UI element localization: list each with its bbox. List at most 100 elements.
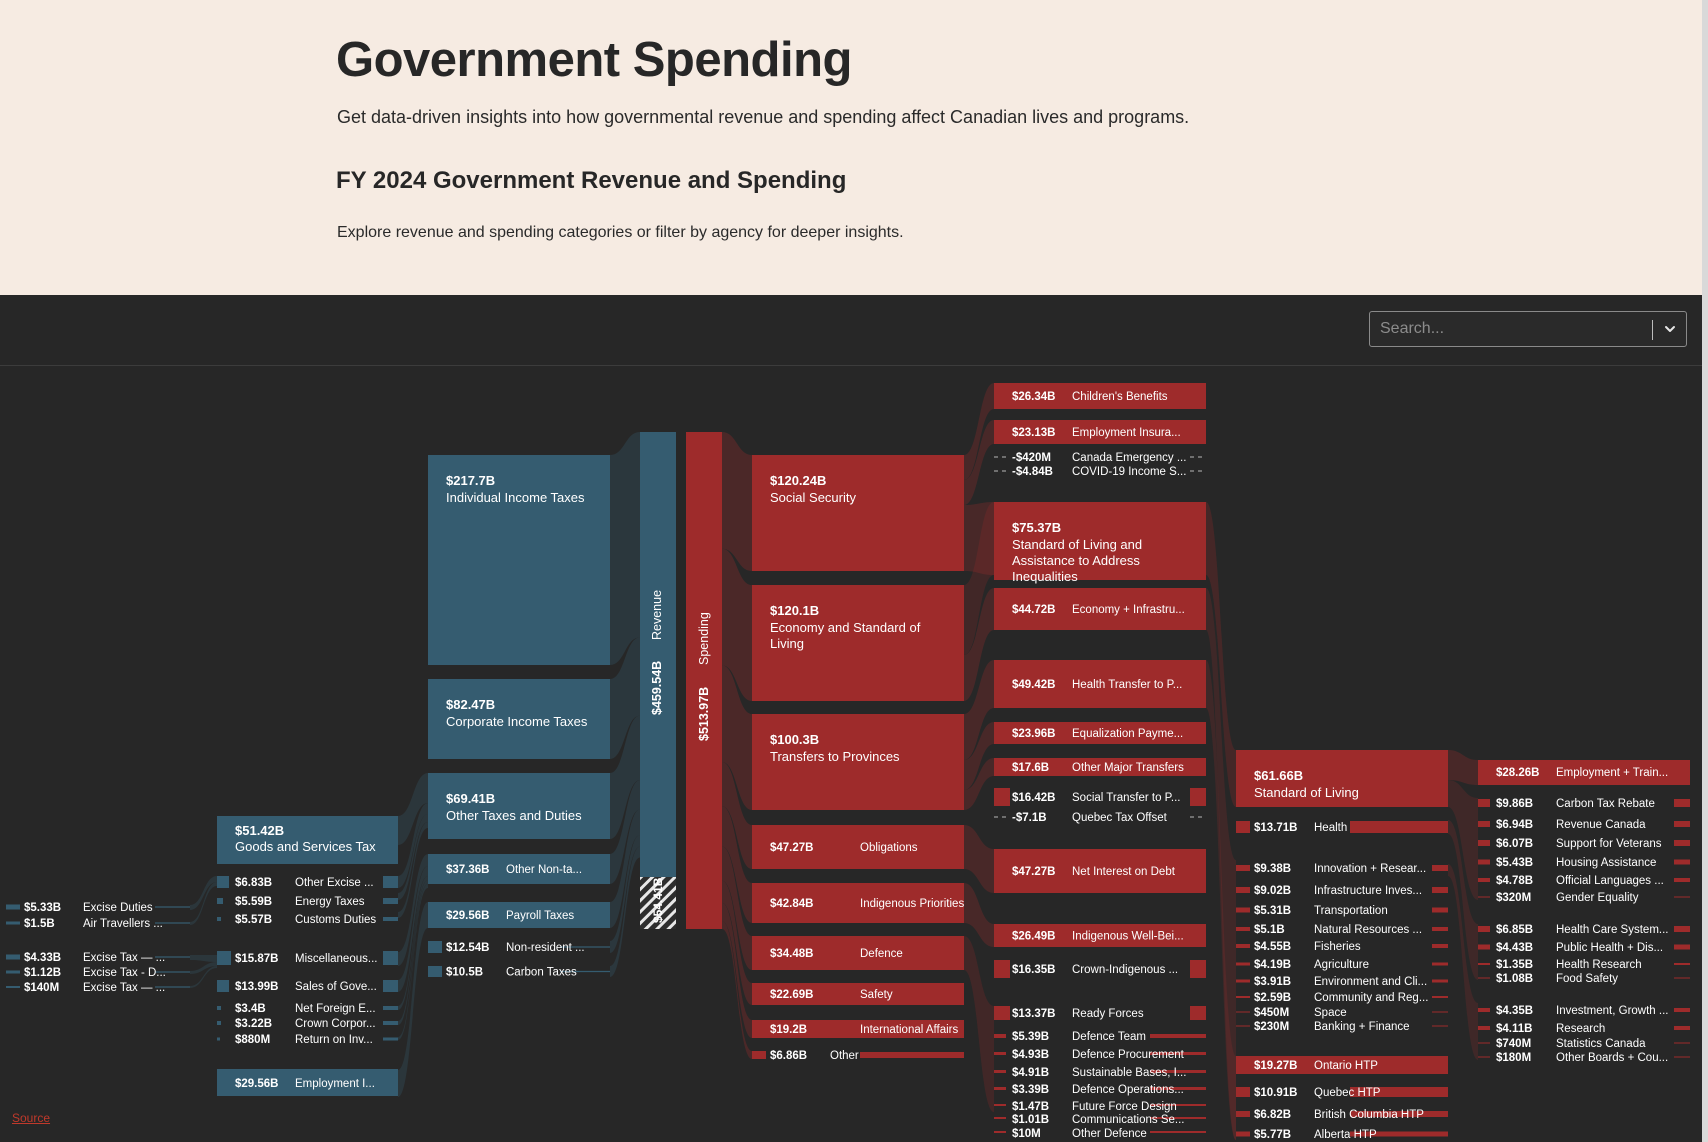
node-5-33b-excise-duties[interactable]: [6, 904, 20, 910]
node-health-care-system[interactable]: [1478, 926, 1490, 932]
node-future-force-design[interactable]: [994, 1104, 1006, 1106]
node-other[interactable]: [752, 1051, 766, 1059]
node-net-interest-on-debt[interactable]: [994, 849, 1206, 893]
node-1-5b-air-travellers[interactable]: [6, 921, 20, 925]
node-support-for-veterans[interactable]: [1478, 840, 1490, 846]
node-other-boards-cou[interactable]: [1478, 1056, 1490, 1058]
node-health[interactable]: [1236, 821, 1250, 833]
node-corporate-income-taxes[interactable]: [428, 679, 610, 759]
node-international-affairs[interactable]: [752, 1020, 964, 1038]
node-non-resident[interactable]: [428, 941, 442, 953]
node-natural-resources[interactable]: [1236, 927, 1250, 931]
node-alberta-htp[interactable]: [1236, 1131, 1250, 1137]
page-header: Government Spending Get data-driven insi…: [0, 0, 1702, 295]
node-1-12b-excise-tax-d[interactable]: [6, 970, 20, 974]
node-obligations[interactable]: [752, 825, 964, 869]
node-statistics-canada[interactable]: [1478, 1042, 1490, 1044]
node-customs-duties[interactable]: [217, 917, 221, 921]
node-other-taxes-and-duties[interactable]: [428, 773, 610, 839]
node-employment-train[interactable]: [1478, 760, 1690, 785]
node-communications-se[interactable]: [994, 1117, 1006, 1119]
node-agriculture[interactable]: [1236, 962, 1250, 966]
node-net-foreign-e-end: [383, 1006, 398, 1010]
node-economy-infrastru[interactable]: [994, 588, 1206, 630]
node-transportation[interactable]: [1236, 907, 1250, 913]
node-space[interactable]: [1236, 1011, 1250, 1013]
node-defence[interactable]: [752, 936, 964, 970]
node-other-excise[interactable]: [217, 876, 229, 888]
node-fisheries[interactable]: [1236, 944, 1250, 948]
node-gender-equality[interactable]: [1478, 896, 1490, 898]
node-food-safety[interactable]: [1478, 977, 1490, 979]
node-children-s-benefits[interactable]: [994, 383, 1206, 409]
node-other-taxes-and-duties-label: Other Taxes and Duties: [446, 808, 582, 823]
node-agriculture-end: [1432, 962, 1448, 966]
source-link[interactable]: Source: [12, 1111, 51, 1125]
total-spending-bar[interactable]: [686, 432, 722, 929]
node-employment-i[interactable]: [217, 1069, 398, 1096]
node-payroll-taxes[interactable]: [428, 902, 610, 928]
node-sales-of-gove[interactable]: [217, 980, 229, 992]
node-sustainable-bases-i[interactable]: [994, 1070, 1006, 1073]
total-revenue-bar[interactable]: [640, 432, 676, 877]
node-crown-corpor[interactable]: [217, 1021, 221, 1025]
node-quebec-htp[interactable]: [1236, 1087, 1250, 1097]
search-input[interactable]: [1370, 312, 1650, 346]
node-indigenous-priorities[interactable]: [752, 883, 964, 923]
node-statistics-canada-end: [1674, 1042, 1690, 1044]
node-sustainable-bases-i-end: [1150, 1070, 1206, 1073]
node-health-research[interactable]: [1478, 963, 1490, 965]
node-miscellaneous[interactable]: [217, 951, 231, 965]
node-quebec-htp-value: $10.91B: [1254, 1087, 1297, 1099]
node-defence-procurement[interactable]: [994, 1052, 1006, 1055]
node-economy-and-standard-of-living[interactable]: [752, 585, 964, 701]
node-employment-insura[interactable]: [994, 420, 1206, 444]
node-banking-finance[interactable]: [1236, 1025, 1250, 1027]
node-health-transfer-to-p[interactable]: [994, 660, 1206, 708]
node-defence-operations[interactable]: [994, 1087, 1006, 1090]
node-revenue-canada[interactable]: [1478, 821, 1490, 827]
node-indigenous-well-bei[interactable]: [994, 924, 1206, 947]
dropdown-toggle-button[interactable]: [1654, 312, 1686, 346]
node-official-languages[interactable]: [1478, 878, 1490, 882]
node-investment-growth[interactable]: [1478, 1008, 1490, 1012]
node-health-value: $13.71B: [1254, 822, 1297, 834]
node-ready-forces[interactable]: [994, 1006, 1010, 1020]
node-fisheries-end: [1432, 944, 1448, 948]
node-crown-indigenous[interactable]: [994, 960, 1010, 978]
node-equalization-payme[interactable]: [994, 722, 1206, 744]
node-4-33b-excise-tax[interactable]: [6, 954, 20, 960]
node-other-major-transfers[interactable]: [994, 758, 1206, 776]
node-goods-and-services-tax[interactable]: [217, 816, 398, 845]
node-infrastructure-inves[interactable]: [1236, 887, 1250, 893]
node-british-columbia-htp[interactable]: [1236, 1111, 1250, 1117]
node-individual-income-taxes[interactable]: [428, 455, 610, 665]
node-ontario-htp[interactable]: [1236, 1056, 1448, 1074]
deficit-bar[interactable]: [640, 877, 676, 929]
node-energy-taxes[interactable]: [217, 898, 223, 904]
node-social-transfer-to-p[interactable]: [994, 788, 1010, 806]
node-standard-of-living[interactable]: [1236, 750, 1448, 807]
scrollbar[interactable]: [1702, 0, 1708, 1142]
node-public-health-dis[interactable]: [1478, 944, 1490, 950]
node-housing-assistance[interactable]: [1478, 859, 1490, 865]
node-other-non-ta[interactable]: [428, 854, 610, 884]
node-safety[interactable]: [752, 983, 964, 1005]
node-other-defence[interactable]: [994, 1131, 1006, 1133]
node-carbon-taxes[interactable]: [428, 966, 442, 977]
node-social-security[interactable]: [752, 455, 964, 571]
node-return-on-inv[interactable]: [217, 1037, 220, 1041]
node-140m-excise-tax[interactable]: [6, 986, 20, 988]
node-standard-of-living-and-assistance-to-address-inequalities[interactable]: [994, 502, 1206, 575]
node-ready-forces-value: $13.37B: [1012, 1008, 1055, 1020]
node-defence-team[interactable]: [994, 1034, 1006, 1038]
node-community-and-reg[interactable]: [1236, 996, 1250, 998]
node-carbon-tax-rebate[interactable]: [1478, 799, 1490, 807]
node-research[interactable]: [1478, 1026, 1490, 1030]
node-food-safety-value: $1.08B: [1496, 973, 1533, 985]
node-net-foreign-e[interactable]: [217, 1006, 221, 1010]
node-environment-and-cli[interactable]: [1236, 979, 1250, 983]
node-transfers-to-provinces[interactable]: [752, 714, 964, 810]
node-innovation-resear[interactable]: [1236, 865, 1250, 871]
agency-search-combobox[interactable]: [1369, 311, 1687, 347]
